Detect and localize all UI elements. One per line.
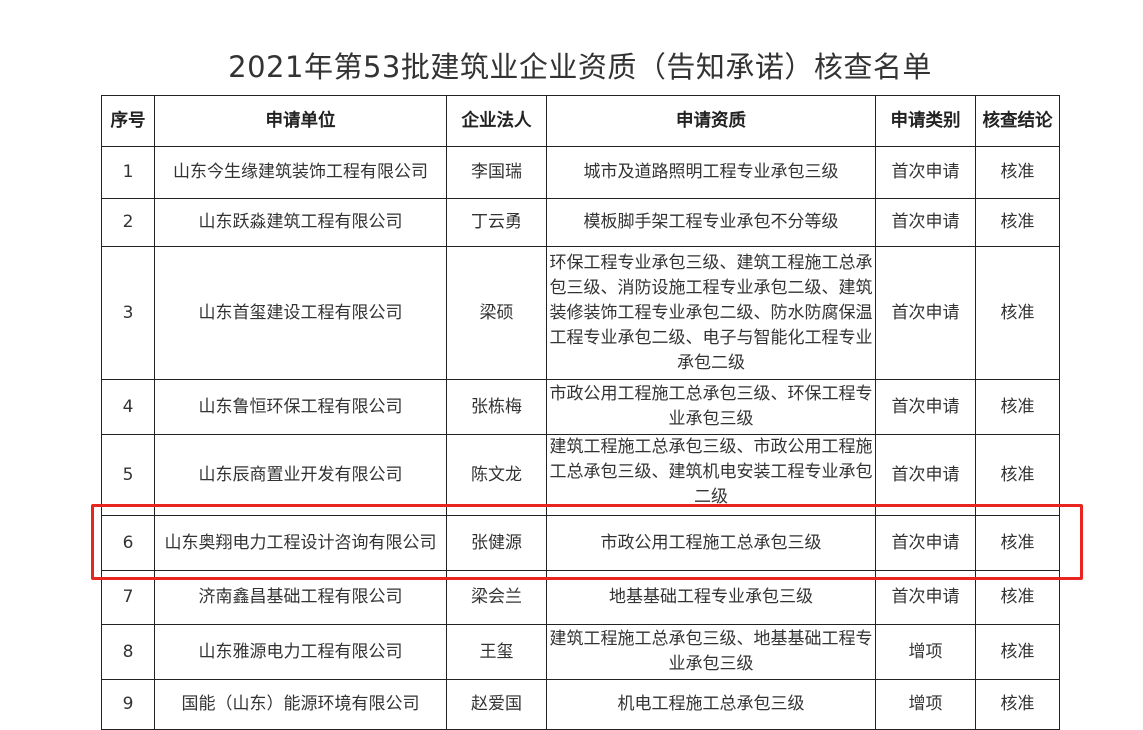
header-no: 序号 [101,95,155,147]
legal-person-cell: 赵爱国 [446,679,547,730]
qualification-cell: 城市及道路照明工程专业承包三级 [546,146,876,199]
table-row: 8 山东雅源电力工程有限公司 王玺 建筑工程施工总承包三级、地基基础工程专业承包三级增… [101,624,1060,680]
company-cell: 山东今生缘建筑装饰工程有限公司 [154,146,447,199]
qualification-cell: 地基基础工程专业承包三级 [546,570,876,625]
application-type-cell: 首次申请 [875,515,976,571]
result-cell: 核准 [975,624,1060,680]
legal-person-cell: 梁会兰 [446,570,547,625]
application-type-cell: 首次申请 [875,146,976,199]
row-number: 6 [101,515,155,571]
company-cell: 山东奥翔电力工程设计咨询有限公司 [154,515,447,571]
header-result: 核查结论 [975,95,1060,147]
table-row: 7 济南鑫昌基础工程有限公司 梁会兰 地基基础工程专业承包三级 首次申请 核准 [101,570,1060,625]
legal-person-cell: 梁硕 [446,246,547,380]
row-number: 9 [101,679,155,730]
table-row: 4 山东鲁恒环保工程有限公司 张栋梅 市政公用工程施工总承包三级、环保工程专业承包三级… [101,379,1060,435]
result-cell: 核准 [975,379,1060,435]
application-type-cell: 增项 [875,679,976,730]
page-title: 2021年第53批建筑业企业资质（告知承诺）核查名单 [228,50,932,84]
table-row: 5 山东辰商置业开发有限公司 陈文龙 建筑工程施工总承包三级、市政公用工程施工总承包三… [101,434,1060,516]
qualification-table: 序号 申请单位 企业法人 申请资质 申请类别 核查结论 1 山东今生缘建筑装饰工程… [101,95,1060,730]
qualification-cell: 环保工程专业承包三级、建筑工程施工总承包三级、消防设施工程专业承包二级、建筑装修… [546,246,876,380]
application-type-cell: 首次申请 [875,379,976,435]
table-row: 3 山东首玺建设工程有限公司 梁硕 环保工程专业承包三级、建筑工程施工总承包三级、消防… [101,246,1060,380]
table-row: 9 国能（山东）能源环境有限公司 赵爱国 机电工程施工总承包三级 增项 核准 [101,679,1060,730]
result-cell: 核准 [975,146,1060,199]
qualification-cell: 建筑工程施工总承包三级、市政公用工程施工总承包三级、建筑机电安装工程专业承包二级 [546,434,876,516]
company-cell: 国能（山东）能源环境有限公司 [154,679,447,730]
row-number: 2 [101,198,155,247]
row-number: 4 [101,379,155,435]
legal-person-cell: 张健源 [446,515,547,571]
table-row: 6 山东奥翔电力工程设计咨询有限公司 张健源 市政公用工程施工总承包三级 首次申请 核准 [101,515,1060,571]
company-cell: 济南鑫昌基础工程有限公司 [154,570,447,625]
application-type-cell: 首次申请 [875,198,976,247]
row-number: 1 [101,146,155,199]
qualification-cell: 市政公用工程施工总承包三级、环保工程专业承包三级 [546,379,876,435]
result-cell: 核准 [975,434,1060,516]
company-cell: 山东跃淼建筑工程有限公司 [154,198,447,247]
table-row: 2 山东跃淼建筑工程有限公司 丁云勇 模板脚手架工程专业承包不分等级 首次申请 核准 [101,198,1060,247]
qualification-cell: 机电工程施工总承包三级 [546,679,876,730]
legal-person-cell: 李国瑞 [446,146,547,199]
application-type-cell: 首次申请 [875,570,976,625]
result-cell: 核准 [975,679,1060,730]
row-number: 7 [101,570,155,625]
result-cell: 核准 [975,246,1060,380]
company-cell: 山东首玺建设工程有限公司 [154,246,447,380]
application-type-cell: 首次申请 [875,434,976,516]
company-cell: 山东辰商置业开发有限公司 [154,434,447,516]
row-number: 3 [101,246,155,380]
application-type-cell: 首次申请 [875,246,976,380]
qualification-cell: 模板脚手架工程专业承包不分等级 [546,198,876,247]
table-row: 1 山东今生缘建筑装饰工程有限公司 李国瑞 城市及道路照明工程专业承包三级 首次申请 核准 [101,146,1060,199]
row-number: 5 [101,434,155,516]
table-header-row: 序号 申请单位 企业法人 申请资质 申请类别 核查结论 [101,95,1060,147]
company-cell: 山东鲁恒环保工程有限公司 [154,379,447,435]
qualification-cell: 建筑工程施工总承包三级、地基基础工程专业承包三级 [546,624,876,680]
result-cell: 核准 [975,515,1060,571]
result-cell: 核准 [975,198,1060,247]
header-company: 申请单位 [154,95,447,147]
result-cell: 核准 [975,570,1060,625]
qualification-cell: 市政公用工程施工总承包三级 [546,515,876,571]
row-number: 8 [101,624,155,680]
header-type: 申请类别 [875,95,976,147]
header-person: 企业法人 [446,95,547,147]
legal-person-cell: 王玺 [446,624,547,680]
application-type-cell: 增项 [875,624,976,680]
legal-person-cell: 陈文龙 [446,434,547,516]
legal-person-cell: 丁云勇 [446,198,547,247]
legal-person-cell: 张栋梅 [446,379,547,435]
company-cell: 山东雅源电力工程有限公司 [154,624,447,680]
header-qualification: 申请资质 [546,95,876,147]
